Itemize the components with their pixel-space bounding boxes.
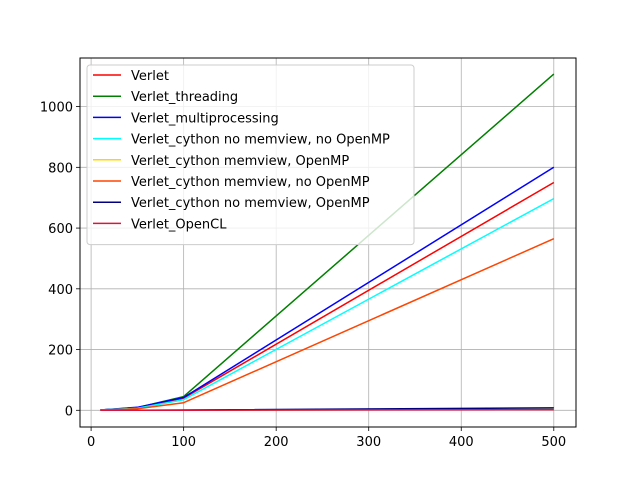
- series-line: [100, 408, 554, 412]
- legend-box: [86, 64, 415, 246]
- x-tick-label: 100: [171, 435, 196, 450]
- x-tick-label: 400: [449, 435, 474, 450]
- plot-frame: [79, 57, 577, 428]
- y-tick-label: 400: [48, 283, 73, 298]
- x-tick-label: 0: [87, 435, 95, 450]
- legend-label: Verlet_OpenCL: [131, 217, 227, 232]
- legend-label: Verlet_cython memview, OpenMP: [131, 154, 349, 169]
- x-tick-label: 200: [264, 435, 289, 450]
- legend-label: Verlet_multiprocessing: [131, 111, 279, 126]
- legend: Verlet Verlet_threading Verlet_multiproces…: [86, 64, 415, 246]
- legend-label: Verlet_threading: [131, 90, 238, 105]
- y-tick-label: 1000: [40, 101, 73, 116]
- x-tick-label: 300: [356, 435, 381, 450]
- legend-label: Verlet_cython memview, no OpenMP: [131, 175, 370, 190]
- y-tick-label: 0: [65, 404, 73, 419]
- y-tick-label: 800: [48, 161, 73, 176]
- x-tick-label: 500: [541, 435, 566, 450]
- series-line: [100, 238, 555, 411]
- series-lines: [100, 73, 555, 412]
- legend-label: Verlet_cython no memview, no OpenMP: [131, 133, 390, 148]
- y-tick-label: 200: [48, 344, 73, 359]
- legend-label: Verlet: [131, 69, 169, 84]
- legend-label: Verlet_cython no memview, OpenMP: [131, 196, 370, 211]
- y-tick-label: 600: [48, 222, 73, 237]
- axis-ticks: 0 100 200 300 400 500 0 200 400 600 800 1000: [40, 101, 566, 450]
